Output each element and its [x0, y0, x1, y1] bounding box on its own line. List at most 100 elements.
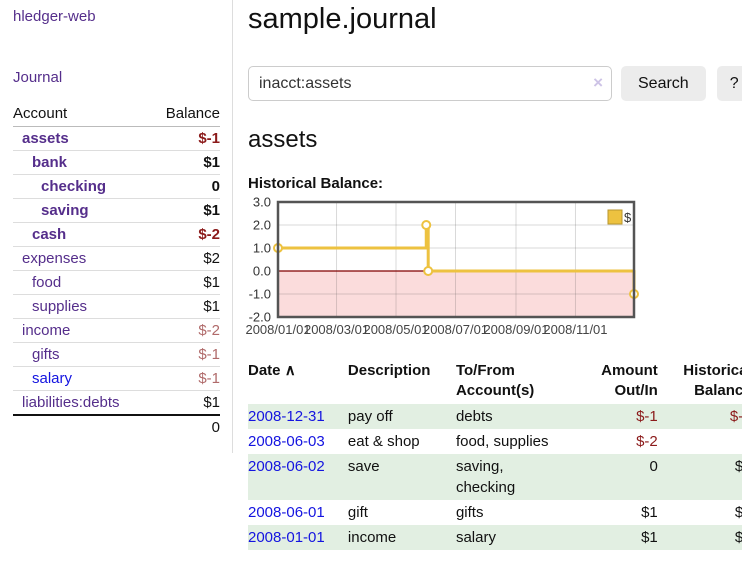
transaction-description: pay off: [347, 407, 393, 425]
register-header-date[interactable]: Date ∧: [248, 362, 296, 379]
svg-text:-1.0: -1.0: [249, 287, 271, 302]
transaction-description: save: [347, 457, 380, 475]
account-link[interactable]: supplies: [32, 298, 88, 315]
transaction-date-link[interactable]: 2008-06-02: [248, 457, 325, 475]
transaction-accounts: saving, checking: [455, 457, 516, 496]
svg-text:2008/09/01: 2008/09/01: [483, 322, 548, 337]
transaction-amount: $-2: [636, 432, 658, 450]
account-row: checking 0: [13, 174, 220, 199]
svg-text:1.0: 1.0: [253, 241, 271, 256]
account-row: salary $-1: [13, 366, 220, 391]
svg-text:2008/01/01: 2008/01/01: [245, 322, 310, 337]
account-row: income $-2: [13, 318, 220, 343]
register-header-description: Description: [347, 362, 431, 379]
transaction-balance: $2: [734, 457, 742, 475]
svg-text:$: $: [624, 210, 632, 225]
account-balance: $-1: [150, 342, 220, 367]
account-link[interactable]: expenses: [22, 250, 87, 267]
account-link[interactable]: gifts: [32, 346, 60, 363]
transaction-row: 2008-06-02 save saving, checking 0 $2: [248, 453, 742, 500]
register-header-amount: Amount Out/In: [601, 362, 658, 400]
transaction-date-link[interactable]: 2008-01-01: [248, 528, 325, 546]
transaction-accounts: debts: [455, 407, 493, 425]
transaction-balance: $-1: [729, 407, 742, 425]
account-link[interactable]: saving: [41, 202, 89, 219]
account-balance: $2: [150, 246, 220, 271]
account-row: expenses $2: [13, 246, 220, 271]
sidebar: hledger-web Journal Account Balance asse…: [0, 0, 233, 453]
account-balance: $1: [150, 150, 220, 175]
svg-text:0.0: 0.0: [253, 264, 271, 279]
svg-text:2.0: 2.0: [253, 218, 271, 233]
account-balance: $1: [150, 294, 220, 319]
register-header-accounts: To/From Account(s): [455, 362, 535, 400]
accounts-total-row: 0: [13, 414, 220, 439]
account-balance: $1: [150, 198, 220, 223]
account-link[interactable]: food: [32, 274, 62, 291]
account-balance: $1: [150, 390, 220, 416]
search-form: × Search ?: [248, 66, 742, 101]
account-link[interactable]: checking: [41, 178, 107, 195]
account-row: assets $-1: [13, 126, 220, 151]
transaction-date-link[interactable]: 2008-06-01: [248, 503, 325, 521]
app-title-link[interactable]: hledger-web: [13, 8, 96, 25]
page: hledger-web Journal Account Balance asse…: [0, 0, 742, 550]
account-row: liabilities:debts $1: [13, 390, 220, 416]
transaction-balance: 0: [658, 429, 742, 454]
transaction-description: gift: [347, 503, 368, 521]
account-row: supplies $1: [13, 294, 220, 319]
sidebar-item-journal[interactable]: Journal: [13, 69, 63, 86]
transaction-date-link[interactable]: 2008-06-03: [248, 432, 325, 450]
svg-text:2008/03/01: 2008/03/01: [304, 322, 369, 337]
accounts-table: Account Balance assets $-1 bank $1 checking 0…: [13, 102, 220, 439]
accounts-header-balance: Balance: [150, 102, 220, 127]
register-table: Date ∧ Description To/From Account(s) Am…: [248, 359, 742, 550]
account-row: saving $1: [13, 198, 220, 223]
transaction-amount: 0: [649, 457, 658, 475]
account-link[interactable]: liabilities:debts: [22, 394, 120, 411]
register-header-balance: Historical Balance: [683, 362, 742, 400]
balance-chart: 3.0 2.0 1.0 0.0 -1.0 -2.02008/01/012008/03/01…: [245, 195, 639, 337]
help-button[interactable]: ?: [716, 66, 742, 101]
chart-label: Historical Balance:: [248, 175, 384, 192]
main-content: sample.journal × Search ? assets Histori…: [233, 0, 742, 550]
sort-ascending-icon: ∧: [284, 362, 296, 379]
transaction-row: 2008-06-01 gift gifts $1 $2: [248, 500, 742, 525]
transaction-amount: $1: [641, 528, 658, 546]
search-input[interactable]: [248, 66, 612, 101]
account-link[interactable]: bank: [32, 154, 68, 171]
account-title: assets: [248, 126, 318, 153]
account-row: cash $-2: [13, 222, 220, 247]
account-row: food $1: [13, 270, 220, 295]
transaction-balance: $1: [734, 528, 742, 546]
search-wrap: ×: [248, 66, 612, 101]
transaction-accounts: food, supplies: [455, 432, 549, 450]
transaction-date-link[interactable]: 2008-12-31: [248, 407, 325, 425]
page-title: sample.journal: [248, 3, 437, 35]
account-balance: 0: [150, 174, 220, 199]
account-link[interactable]: salary: [32, 370, 73, 387]
svg-text:2008/07/01: 2008/07/01: [423, 322, 488, 337]
account-link[interactable]: assets: [22, 130, 69, 147]
search-button[interactable]: Search: [621, 66, 706, 101]
account-row: bank $1: [13, 150, 220, 175]
transaction-row: 2008-06-03 eat & shop food, supplies $-20: [248, 429, 742, 454]
accounts-header-account: Account: [13, 102, 151, 127]
transaction-amount: $-1: [636, 407, 658, 425]
transaction-row: 2008-12-31 pay off debts $-1 $-1: [248, 403, 742, 429]
svg-text:-2.0: -2.0: [249, 310, 271, 325]
transaction-description: eat & shop: [347, 432, 420, 450]
transaction-balance: $2: [734, 503, 742, 521]
account-link[interactable]: income: [22, 322, 71, 339]
account-row: gifts $-1: [13, 342, 220, 367]
account-balance: $-2: [150, 222, 220, 247]
account-link[interactable]: cash: [32, 226, 67, 243]
transaction-amount: $1: [641, 503, 658, 521]
account-balance: $-1: [150, 126, 220, 151]
transaction-accounts: salary: [455, 528, 496, 546]
clear-search-icon[interactable]: ×: [593, 73, 603, 92]
svg-text:2008/11/01: 2008/11/01: [543, 322, 607, 337]
accounts-total-balance: 0: [150, 414, 220, 439]
transaction-accounts: gifts: [455, 503, 484, 521]
account-balance: $1: [150, 270, 220, 295]
